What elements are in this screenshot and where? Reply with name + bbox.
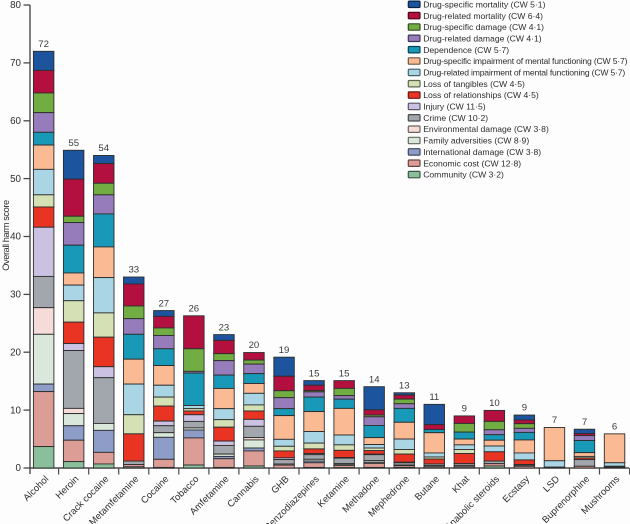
svg-text:55: 55	[68, 138, 79, 149]
svg-text:23: 23	[219, 322, 230, 333]
svg-text:15: 15	[309, 368, 320, 379]
svg-text:Loss of tangibles (CW 4·5): Loss of tangibles (CW 4·5)	[423, 79, 525, 89]
svg-text:Dependence (CW 5·7): Dependence (CW 5·7)	[423, 45, 509, 55]
svg-text:Drug-specific impairment of me: Drug-specific impairment of mental funct…	[423, 56, 627, 66]
svg-text:Crime (CW 10·2): Crime (CW 10·2)	[423, 113, 488, 123]
svg-text:0: 0	[16, 463, 22, 474]
svg-text:11: 11	[429, 392, 439, 403]
svg-text:7: 7	[582, 417, 587, 428]
svg-text:80: 80	[10, 0, 21, 11]
svg-text:7: 7	[552, 415, 557, 426]
svg-text:27: 27	[158, 298, 169, 309]
svg-text:60: 60	[10, 116, 21, 127]
svg-text:Environmental damage (CW 3·8): Environmental damage (CW 3·8)	[423, 124, 549, 134]
svg-text:72: 72	[38, 39, 49, 50]
svg-text:9: 9	[462, 404, 467, 415]
svg-text:20: 20	[249, 340, 260, 351]
svg-text:20: 20	[10, 347, 21, 358]
svg-text:50: 50	[10, 174, 21, 185]
svg-text:54: 54	[98, 143, 109, 154]
svg-text:Drug-specific damage (CW 4·1): Drug-specific damage (CW 4·1)	[423, 22, 544, 32]
svg-text:Loss of relationships (CW 4·5): Loss of relationships (CW 4·5)	[423, 90, 539, 100]
svg-text:19: 19	[279, 345, 290, 356]
svg-text:Family adversities (CW 8·9): Family adversities (CW 8·9)	[423, 136, 529, 146]
svg-text:International damage (CW 3·8): International damage (CW 3·8)	[423, 147, 541, 157]
svg-text:40: 40	[10, 232, 21, 243]
svg-text:13: 13	[399, 381, 410, 392]
svg-text:Overall harm score: Overall harm score	[1, 200, 11, 271]
svg-text:9: 9	[522, 403, 527, 414]
svg-text:Drug-related mortality (CW 6·4: Drug-related mortality (CW 6·4)	[423, 11, 543, 21]
svg-text:33: 33	[128, 265, 139, 276]
svg-text:Economic cost (CW 12·8): Economic cost (CW 12·8)	[423, 158, 521, 168]
svg-text:Community (CW 3·2): Community (CW 3·2)	[423, 170, 504, 180]
svg-text:6: 6	[612, 422, 617, 433]
svg-text:30: 30	[10, 290, 21, 301]
svg-text:Drug-specific mortality (CW 5·: Drug-specific mortality (CW 5·1)	[423, 0, 545, 9]
svg-text:Injury (CW 11·5): Injury (CW 11·5)	[423, 102, 486, 112]
svg-text:10: 10	[10, 405, 21, 416]
svg-text:14: 14	[369, 374, 380, 385]
svg-text:26: 26	[188, 304, 199, 315]
svg-text:10: 10	[489, 398, 500, 409]
svg-text:Drug-related damage (CW 4·1): Drug-related damage (CW 4·1)	[423, 33, 542, 43]
svg-text:70: 70	[10, 58, 21, 69]
svg-text:15: 15	[339, 368, 350, 379]
svg-text:Drug-related impairment of men: Drug-related impairment of mental functi…	[423, 68, 625, 78]
